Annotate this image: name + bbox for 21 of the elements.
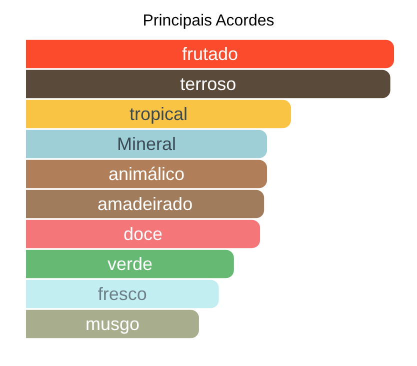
y-tick-label: Mineral [117,134,176,154]
chart-title: Principais Acordes [142,12,274,30]
y-tick-label: verde [107,254,152,274]
y-tick-label: doce [124,224,163,244]
y-tick-label: fresco [98,284,147,304]
bar [26,130,268,158]
y-tick-label: amadeirado [98,194,193,214]
y-tick-label: frutado [182,44,238,64]
bar [26,310,199,338]
y-tick-label: terroso [180,74,236,94]
bar [26,280,219,308]
bar [26,40,394,68]
y-tick-label: tropical [129,104,188,124]
bar [26,100,291,128]
bar [26,250,234,278]
bar [26,220,260,248]
y-tick-label: animálico [108,164,185,184]
bar [26,160,268,188]
bar [26,70,390,98]
bar [26,190,264,218]
y-tick-label: musgo [85,314,140,334]
